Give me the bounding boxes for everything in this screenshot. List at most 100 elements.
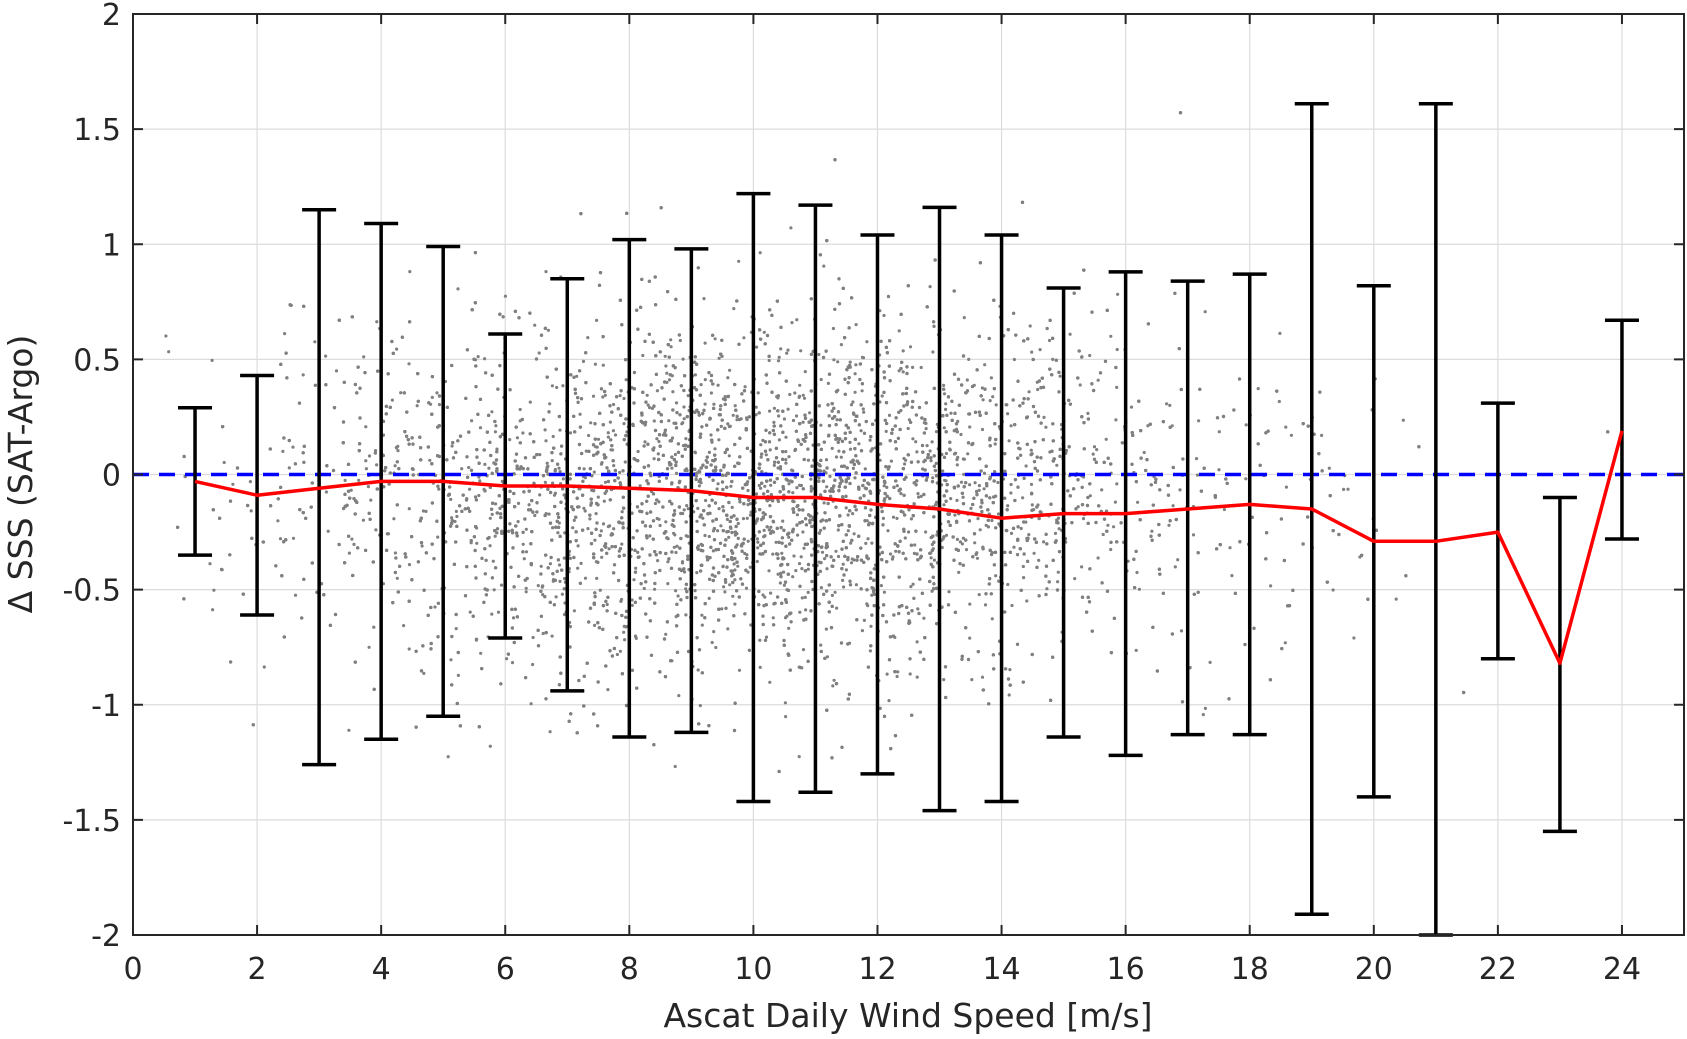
scatter-point [1113,500,1117,504]
scatter-point [1009,531,1014,536]
scatter-point [839,343,844,347]
scatter-point [767,569,771,573]
scatter-point [703,341,707,345]
scatter-point [949,497,953,501]
scatter-point [865,554,869,558]
scatter-point [693,373,698,377]
scatter-point [980,427,985,432]
scatter-point [594,445,598,449]
scatter-point [1191,533,1196,537]
scatter-point [836,360,840,364]
scatter-point [487,466,491,470]
scatter-point [781,519,785,523]
scatter-point [648,534,652,538]
scatter-point [1178,488,1182,492]
scatter-point [761,438,765,442]
scatter-point [915,450,919,454]
scatter-point [301,373,305,377]
scatter-point [1057,527,1061,531]
scatter-point [746,570,750,574]
scatter-point [547,512,551,516]
scatter-point [572,609,577,613]
scatter-point [1109,547,1113,552]
scatter-point [680,422,684,426]
scatter-point [563,531,567,535]
scatter-point [437,403,442,407]
scatter-point [771,552,775,556]
scatter-point [759,455,763,459]
scatter-point [881,516,886,521]
scatter-point [538,493,542,497]
scatter-point [774,540,778,544]
scatter-point [658,523,662,528]
scatter-point [831,326,836,331]
scatter-point [669,338,673,342]
scatter-point [584,449,588,453]
scatter-point [798,383,802,387]
scatter-point [758,665,762,670]
scatter-point [544,270,548,274]
scatter-point [1135,570,1139,575]
scatter-point [1073,577,1077,581]
scatter-point [723,395,727,399]
scatter-point [642,586,646,591]
scatter-point [712,630,716,634]
scatter-point [996,480,1000,485]
scatter-point [1091,452,1095,456]
scatter-point [754,405,758,409]
scatter-point [763,484,767,488]
scatter-point [1045,587,1049,591]
scatter-point [715,487,719,491]
scatter-point [789,226,793,230]
scatter-point [944,402,948,406]
scatter-point [862,410,866,414]
scatter-point [723,590,727,594]
scatter-point [675,544,679,548]
scatter-point [593,362,598,366]
scatter-point [449,497,453,501]
scatter-point [795,513,800,517]
scatter-point [622,422,626,426]
scatter-point [990,617,994,621]
scatter-point [334,369,339,373]
scatter-point [656,559,660,563]
scatter-point [652,457,656,461]
scatter-point [849,561,854,565]
scatter-point [868,438,872,442]
scatter-point [802,546,806,550]
scatter-point [853,476,857,480]
scatter-point [543,428,547,432]
scatter-point [793,391,797,395]
scatter-point [819,643,823,647]
scatter-point [677,694,681,698]
scatter-point [362,355,366,359]
scatter-point [772,420,776,424]
scatter-point [890,557,895,561]
scatter-point [586,527,590,531]
scatter-point [505,657,509,661]
scatter-point [755,559,759,564]
scatter-point [606,431,610,435]
scatter-point [949,411,953,415]
scatter-point [726,422,730,426]
scatter-point [908,672,912,676]
scatter-point [990,518,994,523]
scatter-point [1019,526,1023,531]
scatter-point [592,470,596,474]
scatter-point [618,394,622,398]
scatter-point [922,616,926,620]
scatter-point [1137,587,1141,591]
scatter-point [756,391,760,395]
scatter-point [1064,448,1069,453]
scatter-point [836,554,841,559]
scatter-point [551,526,555,530]
scatter-point [973,481,977,485]
scatter-point [231,482,235,486]
scatter-point [769,525,773,529]
scatter-point [743,551,747,556]
scatter-point [536,584,540,588]
scatter-point [851,511,855,516]
scatter-point [901,349,905,353]
scatter-point [684,587,688,591]
scatter-point [1217,430,1221,434]
